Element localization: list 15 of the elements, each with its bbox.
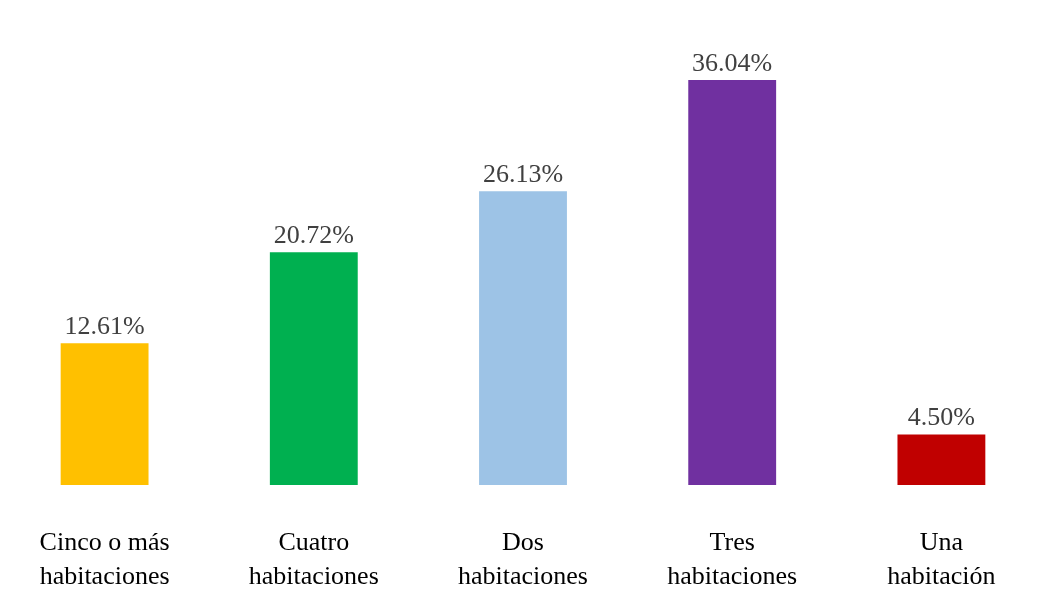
x-tick-label: Una habitación [887,527,996,590]
data-label: 36.04% [692,48,773,77]
bar [479,191,567,485]
data-label: 26.13% [482,159,564,189]
x-tick-label: Tres habitaciones [667,527,798,590]
bar [688,80,777,485]
bar [60,343,149,485]
data-label: 20.72% [273,220,354,250]
x-tick-label: Cinco o más habitaciones [39,527,170,590]
bar [269,252,358,485]
data-label: 4.50% [907,402,975,432]
x-tick-label: Cuatro habitaciones [248,527,379,590]
bar [897,434,986,485]
data-label: 12.61% [64,311,145,341]
x-tick-label: Dos habitaciones [458,527,588,590]
